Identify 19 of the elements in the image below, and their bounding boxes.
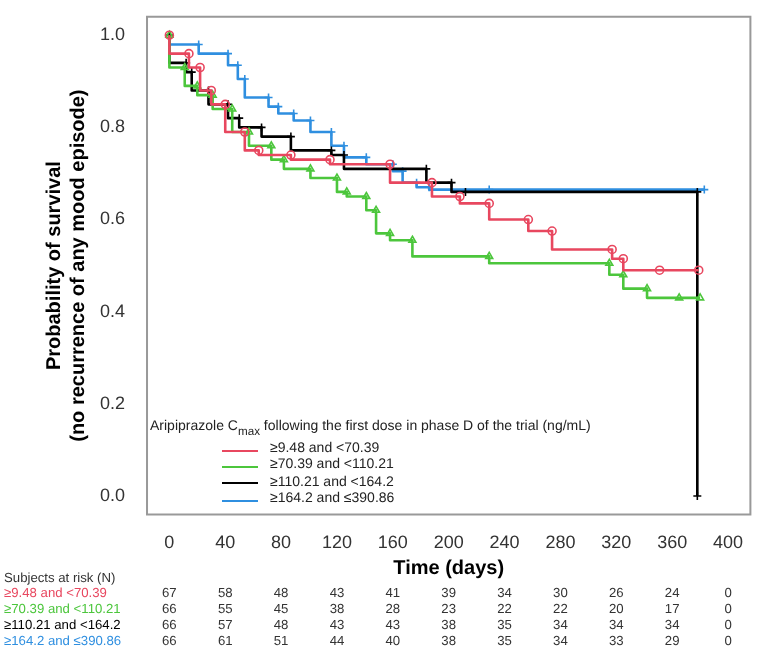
- x-axis-title: Time (days): [393, 557, 505, 580]
- y-tick-label: 0.6: [99, 208, 126, 229]
- y-tick-label: 0.0: [99, 484, 126, 505]
- y-tick-label: 0.4: [99, 300, 126, 321]
- x-tick-label: 120: [321, 532, 353, 553]
- y-axis-title: Probability of survival (no recurrence of any mood episode): [43, 89, 90, 442]
- x-tick-label: 160: [377, 532, 408, 553]
- x-tick-label: 320: [601, 532, 632, 553]
- y-tick-label: 0.8: [99, 116, 126, 137]
- x-tick-label: 80: [271, 532, 292, 553]
- x-tick-label: 400: [713, 532, 744, 553]
- x-tick-label: 200: [433, 532, 464, 553]
- x-tick-label: 240: [489, 532, 520, 553]
- y-tick-label: 1.0: [99, 24, 126, 45]
- y-tick-label: 0.2: [99, 392, 126, 413]
- x-tick-label: 0: [164, 532, 175, 553]
- x-tick-label: 360: [657, 532, 688, 553]
- x-tick-label: 280: [545, 532, 576, 553]
- x-tick-label: 40: [215, 532, 236, 553]
